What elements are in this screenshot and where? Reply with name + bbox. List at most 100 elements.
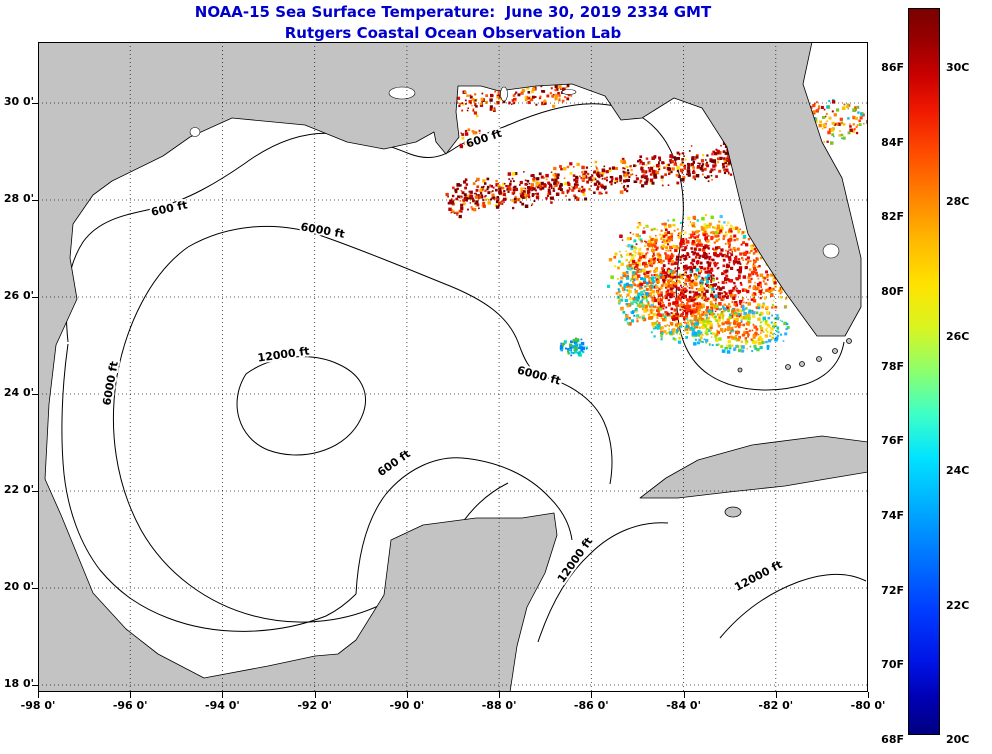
sst-pixel [770,327,774,331]
sst-pixel [576,183,579,186]
sst-pixel [672,270,676,274]
sst-pixel [645,164,648,166]
sst-pixel [749,345,752,348]
sst-pixel [762,316,766,321]
sst-pixel [544,102,547,105]
sst-pixel [706,320,710,324]
sst-pixel [705,298,708,301]
sst-pixel [467,107,469,109]
sst-pixel [737,312,741,316]
sst-pixel [773,322,777,326]
sst-pixel [706,315,708,317]
sst-pixel [492,108,495,111]
sst-pixel [677,288,681,291]
sst-pixel [553,181,557,185]
sst-pixel [647,301,650,303]
sst-pixel [815,101,818,104]
sst-pixel [715,339,719,342]
sst-pixel [701,325,705,329]
sst-pixel [752,259,755,262]
sst-pixel [741,333,745,337]
sst-pixel [551,94,555,98]
sst-pixel [648,260,651,262]
sst-pixel [675,328,679,332]
sst-pixel [703,298,707,301]
sst-pixel [635,243,638,246]
sst-pixel [566,192,569,194]
sst-pixel [596,187,599,191]
sst-pixel [592,177,596,181]
sst-pixel [683,296,686,300]
sst-pixel [561,344,565,347]
sst-pixel [664,226,667,229]
sst-pixel [455,197,458,201]
sst-pixel [714,261,716,264]
sst-pixel [690,282,694,286]
sst-pixel [651,156,655,160]
sst-pixel [474,93,477,96]
sst-pixel [655,170,660,175]
sst-pixel [694,291,699,295]
sst-pixel [657,262,659,264]
sst-pixel [533,176,536,179]
sst-pixel [714,315,717,318]
sst-pixel [552,93,555,96]
sst-pixel [618,299,621,302]
sst-pixel [608,258,613,262]
sst-pixel [459,144,464,149]
sst-pixel [847,107,850,110]
sst-pixel [618,260,621,263]
sst-pixel [643,309,647,313]
sst-pixel [684,246,688,250]
sst-pixel [861,112,864,115]
sst-pixel [785,297,788,300]
sst-pixel [633,164,636,168]
sst-pixel [721,254,725,258]
sst-pixel [688,174,691,177]
sst-pixel [705,309,709,313]
sst-pixel [731,336,735,340]
sst-pixel [486,135,490,139]
sst-pixel [708,269,712,274]
sst-pixel [724,277,728,282]
sst-pixel [702,305,705,308]
sst-pixel [481,188,484,191]
sst-pixel [721,292,723,295]
sst-pixel [690,278,692,280]
sst-pixel [714,318,717,320]
x-tick [314,692,316,698]
sst-pixel [669,287,673,291]
sst-pixel [650,277,654,281]
sst-pixel [620,307,624,311]
sst-pixel [774,338,778,342]
sst-pixel [675,316,679,321]
sst-pixel [722,299,725,302]
sst-pixel [673,275,676,279]
sst-pixel [734,325,737,328]
sst-pixel [689,319,692,322]
sst-pixel [665,279,667,281]
sst-pixel [496,196,499,199]
sst-pixel [613,265,617,268]
sst-pixel [610,183,613,186]
sst-pixel [649,293,652,296]
sst-pixel [747,333,750,336]
sst-pixel [679,255,683,259]
sst-pixel [695,288,698,290]
sst-pixel [459,195,462,198]
y-tick [32,588,38,589]
sst-pixel [713,313,716,315]
sst-pixel [645,177,649,181]
sst-pixel [654,276,657,279]
sst-pixel [727,327,731,332]
sst-pixel [651,169,656,174]
sst-pixel [445,192,449,197]
sst-pixel [555,192,560,196]
sst-pixel [712,278,716,282]
sst-pixel [665,246,668,250]
sst-pixel [665,333,668,335]
sst-pixel [720,312,724,316]
sst-pixel [716,229,720,233]
sst-pixel [465,183,469,186]
sst-pixel [578,343,582,347]
